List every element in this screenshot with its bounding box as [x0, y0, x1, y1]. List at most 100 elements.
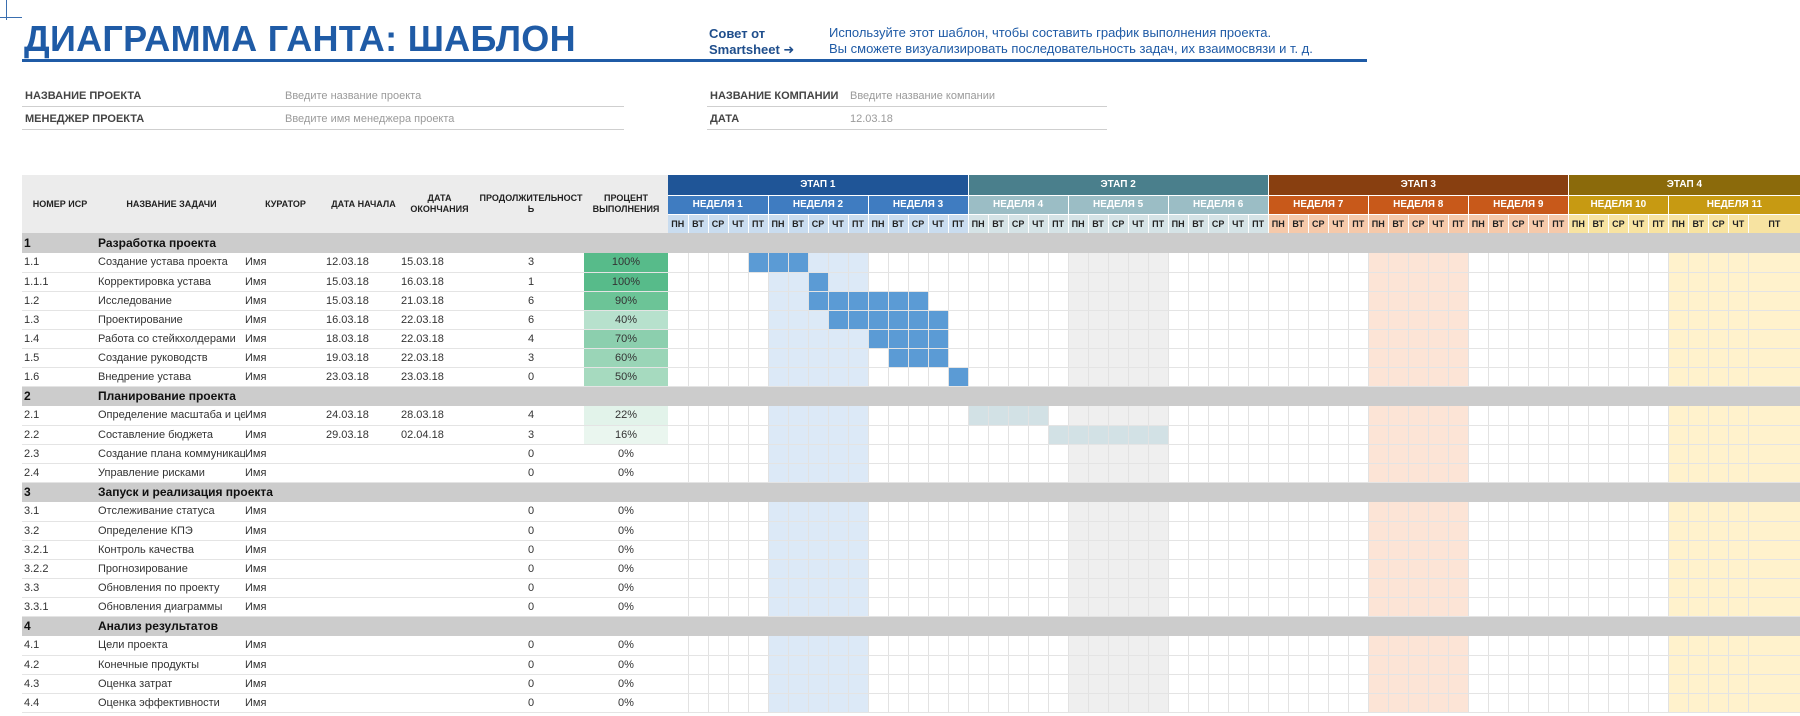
gantt-cell[interactable]	[1428, 674, 1449, 694]
gantt-cell[interactable]	[1308, 406, 1329, 426]
gantt-cell[interactable]	[1048, 674, 1069, 694]
gantt-cell[interactable]	[1728, 406, 1749, 426]
gantt-cell[interactable]	[1148, 578, 1169, 598]
task-duration[interactable]: 6	[478, 291, 584, 311]
gantt-cell[interactable]	[948, 348, 969, 368]
section-row[interactable]: 4 Анализ результатов	[22, 616, 1800, 636]
gantt-cell[interactable]	[1348, 521, 1369, 541]
gantt-cell[interactable]	[828, 540, 849, 560]
gantt-cell[interactable]	[1248, 540, 1269, 560]
task-start-date[interactable]	[326, 655, 401, 675]
gantt-cell[interactable]	[688, 253, 709, 273]
gantt-cell[interactable]	[988, 597, 1009, 617]
task-end-date[interactable]	[401, 444, 478, 464]
gantt-cell[interactable]	[1468, 502, 1489, 522]
gantt-cell[interactable]	[1208, 502, 1229, 522]
gantt-cell[interactable]	[688, 655, 709, 675]
gantt-cell[interactable]	[948, 693, 969, 713]
gantt-cell[interactable]	[1388, 578, 1409, 598]
gantt-cell[interactable]	[1168, 636, 1189, 656]
gantt-cell[interactable]	[988, 655, 1009, 675]
gantt-cell[interactable]	[1128, 674, 1149, 694]
gantt-cell[interactable]	[1468, 578, 1489, 598]
gantt-cell[interactable]	[1028, 655, 1049, 675]
gantt-cell[interactable]	[1228, 444, 1249, 464]
gantt-cell[interactable]	[1228, 540, 1249, 560]
gantt-cell[interactable]	[1208, 559, 1229, 579]
gantt-cell[interactable]	[948, 253, 969, 273]
gantt-cell[interactable]	[1268, 348, 1289, 368]
gantt-cell[interactable]	[748, 310, 769, 330]
gantt-cell[interactable]	[1528, 502, 1549, 522]
gantt-cell[interactable]	[1268, 578, 1289, 598]
gantt-cell[interactable]	[1528, 540, 1549, 560]
gantt-cell[interactable]	[1748, 348, 1800, 368]
gantt-cell[interactable]	[1248, 310, 1269, 330]
gantt-cell[interactable]	[1248, 444, 1269, 464]
gantt-cell[interactable]	[1648, 578, 1669, 598]
task-owner[interactable]: Имя	[245, 502, 326, 522]
gantt-cell[interactable]	[1588, 597, 1609, 617]
gantt-cell[interactable]	[1648, 674, 1669, 694]
gantt-cell[interactable]	[1368, 597, 1389, 617]
gantt-cell[interactable]	[1248, 578, 1269, 598]
gantt-cell[interactable]	[908, 502, 929, 522]
gantt-cell[interactable]	[1168, 463, 1189, 483]
gantt-cell[interactable]	[1248, 693, 1269, 713]
gantt-cell[interactable]	[1488, 463, 1509, 483]
gantt-cell[interactable]	[1048, 636, 1069, 656]
gantt-cell[interactable]	[1208, 425, 1229, 445]
gantt-cell[interactable]	[1328, 559, 1349, 579]
gantt-cell[interactable]	[868, 674, 889, 694]
gantt-cell[interactable]	[748, 291, 769, 311]
gantt-cell[interactable]	[1048, 348, 1069, 368]
task-start-date[interactable]	[326, 540, 401, 560]
gantt-cell[interactable]	[1068, 253, 1089, 273]
gantt-cell[interactable]	[1408, 597, 1429, 617]
gantt-cell[interactable]	[1148, 559, 1169, 579]
gantt-cell[interactable]	[988, 253, 1009, 273]
gantt-cell[interactable]	[1088, 559, 1109, 579]
gantt-cell[interactable]	[1708, 329, 1729, 349]
gantt-cell[interactable]	[788, 291, 809, 311]
gantt-cell[interactable]	[1728, 540, 1749, 560]
gantt-cell[interactable]	[1668, 636, 1689, 656]
gantt-cell[interactable]	[1048, 406, 1069, 426]
gantt-cell[interactable]	[808, 693, 829, 713]
gantt-cell[interactable]	[1068, 291, 1089, 311]
gantt-cell[interactable]	[1748, 367, 1800, 387]
gantt-cell[interactable]	[1588, 540, 1609, 560]
gantt-cell[interactable]	[788, 406, 809, 426]
gantt-cell[interactable]	[1468, 693, 1489, 713]
task-id[interactable]: 1.3	[22, 310, 98, 330]
gantt-cell[interactable]	[1748, 521, 1800, 541]
gantt-cell[interactable]	[888, 559, 909, 579]
gantt-cell[interactable]	[1208, 636, 1229, 656]
gantt-cell[interactable]	[1528, 521, 1549, 541]
gantt-cell[interactable]	[928, 521, 949, 541]
gantt-cell[interactable]	[728, 425, 749, 445]
gantt-cell[interactable]	[1428, 521, 1449, 541]
task-name[interactable]: Определение масштаба и целей	[98, 406, 245, 426]
gantt-cell[interactable]	[1568, 636, 1589, 656]
gantt-cell[interactable]	[1568, 521, 1589, 541]
gantt-cell[interactable]	[1108, 310, 1129, 330]
gantt-cell[interactable]	[1248, 597, 1269, 617]
gantt-cell[interactable]	[808, 559, 829, 579]
gantt-cell[interactable]	[1648, 655, 1669, 675]
gantt-cell[interactable]	[1028, 367, 1049, 387]
gantt-cell[interactable]	[1668, 463, 1689, 483]
gantt-cell[interactable]	[728, 540, 749, 560]
gantt-cell[interactable]	[708, 674, 729, 694]
gantt-cell[interactable]	[1368, 253, 1389, 273]
gantt-cell[interactable]	[1008, 310, 1029, 330]
gantt-bar-cell[interactable]	[1028, 406, 1049, 426]
task-owner[interactable]: Имя	[245, 674, 326, 694]
task-percent[interactable]: 100%	[584, 272, 668, 292]
gantt-cell[interactable]	[788, 578, 809, 598]
gantt-cell[interactable]	[668, 348, 689, 368]
gantt-cell[interactable]	[928, 367, 949, 387]
gantt-cell[interactable]	[1208, 310, 1229, 330]
gantt-cell[interactable]	[1448, 348, 1469, 368]
gantt-cell[interactable]	[1648, 597, 1669, 617]
